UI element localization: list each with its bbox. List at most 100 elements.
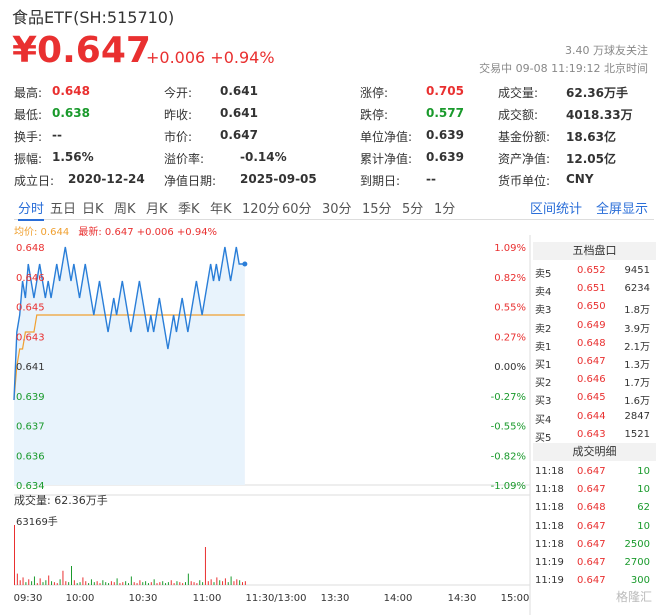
stat-value: 1.56% xyxy=(52,150,94,164)
tab-4[interactable]: 月K xyxy=(146,202,168,217)
trade-time: 11:18 xyxy=(535,538,564,550)
level-price: 0.646 xyxy=(577,374,606,386)
stat-value: CNY xyxy=(566,172,594,186)
stat-label: 资产净值: xyxy=(498,152,551,166)
tab-7[interactable]: 120分 xyxy=(242,202,280,217)
stat-label: 今开: xyxy=(164,86,193,100)
tab-0[interactable]: 分时 xyxy=(18,198,45,221)
ask-row: 卖5 0.652 9451 xyxy=(533,262,656,280)
trade-time: 11:18 xyxy=(535,466,564,477)
stat-label: 基金份额: xyxy=(498,130,551,144)
stat-value: 2020-12-24 xyxy=(68,172,145,186)
stat-label: 换手: xyxy=(14,130,43,144)
tab-8[interactable]: 60分 xyxy=(282,202,312,217)
tab-3[interactable]: 周K xyxy=(114,202,136,217)
intraday-chart[interactable]: 0.648 0.646 0.645 0.643 0.641 0.639 0.637 0.636… xyxy=(0,235,660,615)
stat-label: 单位净值: xyxy=(360,130,413,144)
trade-row: 11:18 0.648 62 xyxy=(533,499,656,517)
stat-value: 0.641 xyxy=(220,84,258,98)
order-book-title: 五档盘口 xyxy=(533,242,656,260)
pct-tick: 0.55% xyxy=(494,303,526,314)
level-price: 0.649 xyxy=(577,319,606,331)
time-tick: 10:00 xyxy=(66,593,95,604)
level-label: 买1 xyxy=(535,360,552,371)
level-label: 买4 xyxy=(535,414,552,426)
tab-5[interactable]: 季K xyxy=(178,202,200,217)
tab-2[interactable]: 日K xyxy=(82,202,104,217)
stat-value: 0.648 xyxy=(52,84,90,98)
avg-price-legend: 均价: 0.644 xyxy=(14,227,70,238)
trades-title: 成交明细 xyxy=(533,443,656,461)
level-price: 0.651 xyxy=(577,283,606,295)
stat-label: 溢价率: xyxy=(164,152,205,166)
stat-value: 18.63亿 xyxy=(566,130,616,144)
price-area xyxy=(14,247,245,485)
level-label: 卖5 xyxy=(535,269,552,280)
level-volume: 2847 xyxy=(624,410,650,422)
ask-row: 卖3 0.650 1.8万 xyxy=(533,298,656,316)
range-stats-link[interactable]: 区间统计 xyxy=(530,202,583,217)
trade-row: 11:18 0.647 10 xyxy=(533,518,656,536)
trade-row: 11:18 0.647 2500 xyxy=(533,536,656,554)
pct-tick: -0.27% xyxy=(491,392,526,403)
followers-count: 3.40 万球友关注 xyxy=(565,44,648,57)
stat-label: 成交量: xyxy=(498,86,539,100)
tab-9[interactable]: 30分 xyxy=(322,202,352,217)
level-label: 卖3 xyxy=(535,305,552,317)
tab-6[interactable]: 年K xyxy=(210,202,232,217)
chart-legend: 均价: 0.644 最新: 0.647 +0.006 +0.94% xyxy=(14,223,217,238)
level-price: 0.643 xyxy=(577,428,606,440)
level-label: 买5 xyxy=(535,432,552,444)
stat-value: -0.14% xyxy=(240,150,287,164)
price-tick: 0.639 xyxy=(16,392,45,403)
price-tick: 0.637 xyxy=(16,422,45,433)
price-change: +0.006 +0.94% xyxy=(146,48,275,67)
price-tick: 0.641 xyxy=(16,362,45,373)
stat-value: 2025-09-05 xyxy=(240,172,317,186)
trade-time: 11:18 xyxy=(535,502,564,514)
level-volume: 1.8万 xyxy=(624,305,650,317)
tab-12[interactable]: 1分 xyxy=(434,202,456,217)
stat-label: 累计净值: xyxy=(360,152,413,166)
trade-price: 0.648 xyxy=(577,502,606,514)
stat-value: 0.647 xyxy=(220,128,258,142)
trade-price: 0.647 xyxy=(577,466,606,477)
level-price: 0.647 xyxy=(577,356,606,367)
trade-volume: 10 xyxy=(637,466,650,477)
volume-label: 成交量: 62.36万手 xyxy=(14,494,108,507)
price-line xyxy=(13,246,245,401)
pct-tick: -0.82% xyxy=(491,451,526,462)
tab-1[interactable]: 五日 xyxy=(50,202,77,217)
quote-meta: 3.40 万球友关注 交易中 09-08 11:19:12 北京时间 xyxy=(479,42,648,78)
level-label: 卖1 xyxy=(535,341,552,353)
trade-time: 11:18 xyxy=(535,484,564,496)
pct-tick: -1.09% xyxy=(491,481,526,492)
stat-value: 0.577 xyxy=(426,106,464,120)
pct-tick: 0.82% xyxy=(494,273,526,284)
pct-tick: 1.09% xyxy=(494,243,526,254)
level-volume: 6234 xyxy=(624,283,650,295)
latest-price-legend: 最新: 0.647 +0.006 +0.94% xyxy=(78,227,218,238)
price-tick: 0.645 xyxy=(16,303,45,314)
trade-time: 11:19 xyxy=(535,557,564,568)
stat-label: 跌停: xyxy=(360,108,389,122)
level-label: 卖2 xyxy=(535,323,552,335)
bid-row: 买1 0.647 1.3万 xyxy=(533,353,656,371)
time-tick: 11:30/13:00 xyxy=(245,593,306,604)
tab-10[interactable]: 15分 xyxy=(362,202,392,217)
trade-volume: 10 xyxy=(637,484,650,496)
level-volume: 1.3万 xyxy=(624,360,650,371)
price-tick: 0.643 xyxy=(16,332,45,343)
trade-row: 11:18 0.647 10 xyxy=(533,481,656,499)
avg-price-line xyxy=(13,314,245,401)
trade-price: 0.647 xyxy=(577,520,606,532)
stat-value: -- xyxy=(426,172,436,186)
price-tick: 0.646 xyxy=(16,273,45,284)
trade-price: 0.647 xyxy=(577,557,606,568)
level-volume: 1521 xyxy=(624,428,650,440)
stat-value: 0.641 xyxy=(220,106,258,120)
tab-11[interactable]: 5分 xyxy=(402,202,424,217)
fullscreen-link[interactable]: 全屏显示 xyxy=(596,202,649,217)
stat-value: 0.639 xyxy=(426,128,464,142)
level-price: 0.652 xyxy=(577,265,606,276)
